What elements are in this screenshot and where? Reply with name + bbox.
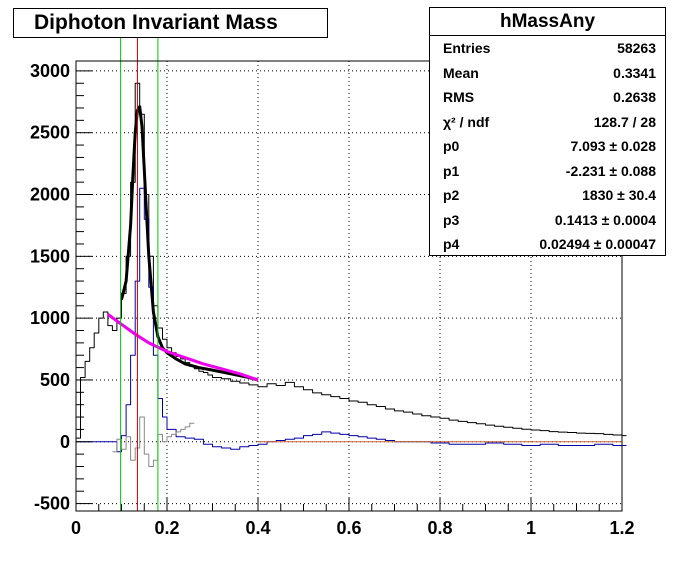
stats-row: p2 1830 ± 30.4 — [430, 183, 665, 208]
stats-row: p1 -2.231 ± 0.088 — [430, 159, 665, 184]
stats-row: Mean 0.3341 — [430, 61, 665, 86]
stats-row: p4 0.02494 ± 0.00047 — [430, 232, 665, 257]
y-tick-label: 500 — [40, 370, 70, 390]
x-tick-label: 0.2 — [154, 518, 179, 538]
stats-row: p0 7.093 ± 0.028 — [430, 134, 665, 159]
x-tick-label: 0 — [71, 518, 81, 538]
stats-label: Mean — [443, 64, 479, 81]
stats-row: RMS 0.2638 — [430, 85, 665, 110]
stats-value: -2.231 ± 0.088 — [565, 162, 656, 179]
y-tick-label: 0 — [60, 432, 70, 452]
stats-row: p3 0.1413 ± 0.0004 — [430, 208, 665, 233]
y-tick-label: 2000 — [30, 185, 70, 205]
stats-label: p0 — [443, 138, 460, 154]
stats-value: 0.2638 — [613, 89, 656, 105]
series-layer — [76, 82, 627, 467]
series-2-line — [112, 416, 195, 467]
stats-row: χ² / ndf 128.7 / 28 — [430, 110, 665, 135]
x-tick-label: 1.2 — [609, 518, 634, 538]
stats-row: Entries 58263 — [430, 36, 665, 61]
x-tick-label: 1 — [526, 518, 536, 538]
y-tick-label: 3000 — [30, 61, 70, 81]
stats-label: RMS — [443, 89, 475, 105]
y-tick-label: 2500 — [30, 123, 70, 143]
series-4-line — [107, 313, 259, 382]
stats-value: 0.02494 ± 0.00047 — [539, 236, 656, 252]
y-tick-label: 1000 — [30, 308, 70, 328]
stats-box: hMassAny Entries 58263 Mean 0.3341 RMS 0.2638… — [429, 7, 666, 256]
series-0-line — [76, 82, 627, 439]
axis-ticks: 0 0.2 0.4 0.6 0.8 1 1.2-5000500100015002000250… — [30, 61, 635, 538]
chart-title: Diphoton Invariant Mass — [13, 8, 328, 38]
y-tick-label: -500 — [34, 494, 70, 514]
stats-value: 1830 ± 30.4 — [582, 187, 656, 203]
stats-label: p4 — [443, 236, 460, 252]
stats-label: p3 — [443, 211, 460, 228]
stats-label: χ² / ndf — [443, 113, 490, 130]
stats-label: Entries — [443, 40, 491, 56]
y-tick-label: 1500 — [30, 246, 70, 266]
x-tick-label: 0.4 — [245, 518, 270, 538]
stats-value: 58263 — [617, 40, 656, 56]
stats-rows: Entries 58263 Mean 0.3341 RMS 0.2638 χ² / ndf 1… — [430, 36, 665, 257]
stats-value: 0.3341 — [613, 64, 656, 81]
stats-value: 128.7 / 28 — [593, 113, 656, 130]
vertical-markers — [120, 38, 159, 511]
stats-value: 7.093 ± 0.028 — [570, 138, 656, 154]
stats-label: p1 — [443, 162, 460, 179]
series-3-line — [120, 105, 259, 382]
stats-label: p2 — [443, 187, 460, 203]
x-tick-label: 0.8 — [427, 518, 452, 538]
x-tick-label: 0.6 — [336, 518, 361, 538]
stats-value: 0.1413 ± 0.0004 — [554, 211, 656, 228]
stats-title: hMassAny — [430, 8, 665, 36]
